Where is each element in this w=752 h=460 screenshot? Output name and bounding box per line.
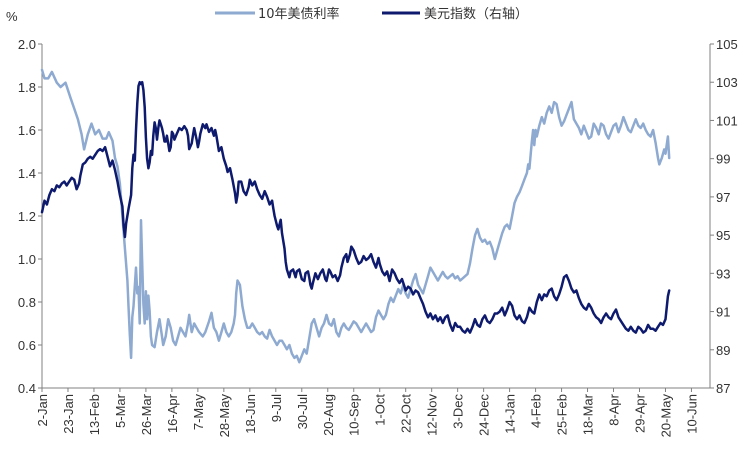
left-axis-tick-label: 1.2 — [18, 209, 36, 224]
left-axis-unit: % — [6, 9, 18, 24]
x-axis-tick-label: 7-May — [191, 394, 206, 431]
right-axis-tick-label: 97 — [716, 190, 730, 205]
right-axis-tick-labels: 105 103 101 99 97 95 93 91 89 87 — [716, 37, 738, 396]
x-axis-tick-label: 5-Mar — [113, 393, 128, 428]
x-axis-tick-label: 13-Feb — [87, 394, 102, 435]
right-axis-tick-label: 95 — [716, 228, 730, 243]
left-axis-tick-label: 1.6 — [18, 123, 36, 138]
left-axis-tick-label: 1.0 — [18, 252, 36, 267]
x-axis-tick-label: 10-Jun — [684, 394, 699, 434]
left-axis-tick-label: 2.0 — [18, 37, 36, 52]
right-axis-tick-label: 105 — [716, 37, 738, 52]
left-axis-tick-label: 1.4 — [18, 166, 36, 181]
x-axis-tick-label: 18-Mar — [581, 393, 596, 435]
left-axis-tick-label: 1.8 — [18, 80, 36, 95]
right-axis-tick-label: 93 — [716, 266, 730, 281]
legend-label-dxy: 美元指数（右轴） — [424, 7, 528, 22]
x-axis-tick-label: 28-May — [217, 394, 232, 438]
x-axis-tick-label: 26-Mar — [139, 393, 154, 435]
x-axis-tick-label: 3-Dec — [451, 394, 466, 429]
left-axis-tick-label: 0.8 — [18, 295, 36, 310]
right-axis-tick-label: 89 — [716, 343, 730, 358]
series-line-yield — [40, 68, 671, 364]
x-axis-tick-label: 24-Dec — [477, 394, 492, 436]
x-axis-tick-label: 4-Feb — [529, 394, 544, 428]
x-axis-tick-label: 29-Apr — [632, 393, 647, 433]
x-axis-tick-label: 2-Jan — [35, 394, 50, 427]
x-axis-tick-label: 23-Jan — [61, 394, 76, 434]
x-axis-tick-label: 9-Jul — [269, 394, 284, 422]
x-axis-tick-label: 20-Aug — [321, 394, 336, 436]
x-axis-tick-label: 16-Apr — [165, 393, 180, 433]
x-axis-tick-label: 22-Oct — [399, 394, 414, 433]
right-axis-tick-label: 87 — [716, 381, 730, 396]
x-axis-tick-label: 30-Jul — [295, 394, 310, 430]
x-axis-tick-labels: 2-Jan 23-Jan 13-Feb 5-Mar 26-Mar 16-Apr 7-May 2… — [35, 393, 699, 437]
series-group — [40, 68, 671, 364]
x-axis-tick-label: 18-Jun — [243, 394, 258, 434]
left-axis-tick-label: 0.6 — [18, 338, 36, 353]
right-axis-tick-label: 103 — [716, 75, 738, 90]
legend: 10年美债利率 美元指数（右轴） — [215, 6, 528, 22]
series-line-dxy — [40, 80, 671, 334]
x-axis-tick-label: 25-Feb — [555, 394, 570, 435]
left-axis-tick-labels: 2.0 1.8 1.6 1.4 1.2 1.0 0.8 0.6 0.4 — [18, 37, 36, 396]
x-axis-tick-label: 14-Jan — [503, 394, 518, 434]
x-axis-tick-label: 10-Sep — [347, 394, 362, 436]
axes — [38, 43, 714, 392]
left-axis-tick-label: 0.4 — [18, 381, 36, 396]
right-axis-tick-label: 91 — [716, 305, 730, 320]
right-axis-tick-label: 99 — [716, 152, 730, 167]
x-axis-tick-label: 8-Apr — [607, 393, 622, 425]
x-axis-tick-label: 12-Nov — [425, 394, 440, 436]
right-axis-tick-label: 101 — [716, 113, 738, 128]
legend-label-yield: 10年美债利率 — [258, 6, 340, 22]
x-axis-tick-label: 1-Oct — [373, 394, 388, 426]
x-axis-tick-label: 20-May — [658, 394, 673, 438]
